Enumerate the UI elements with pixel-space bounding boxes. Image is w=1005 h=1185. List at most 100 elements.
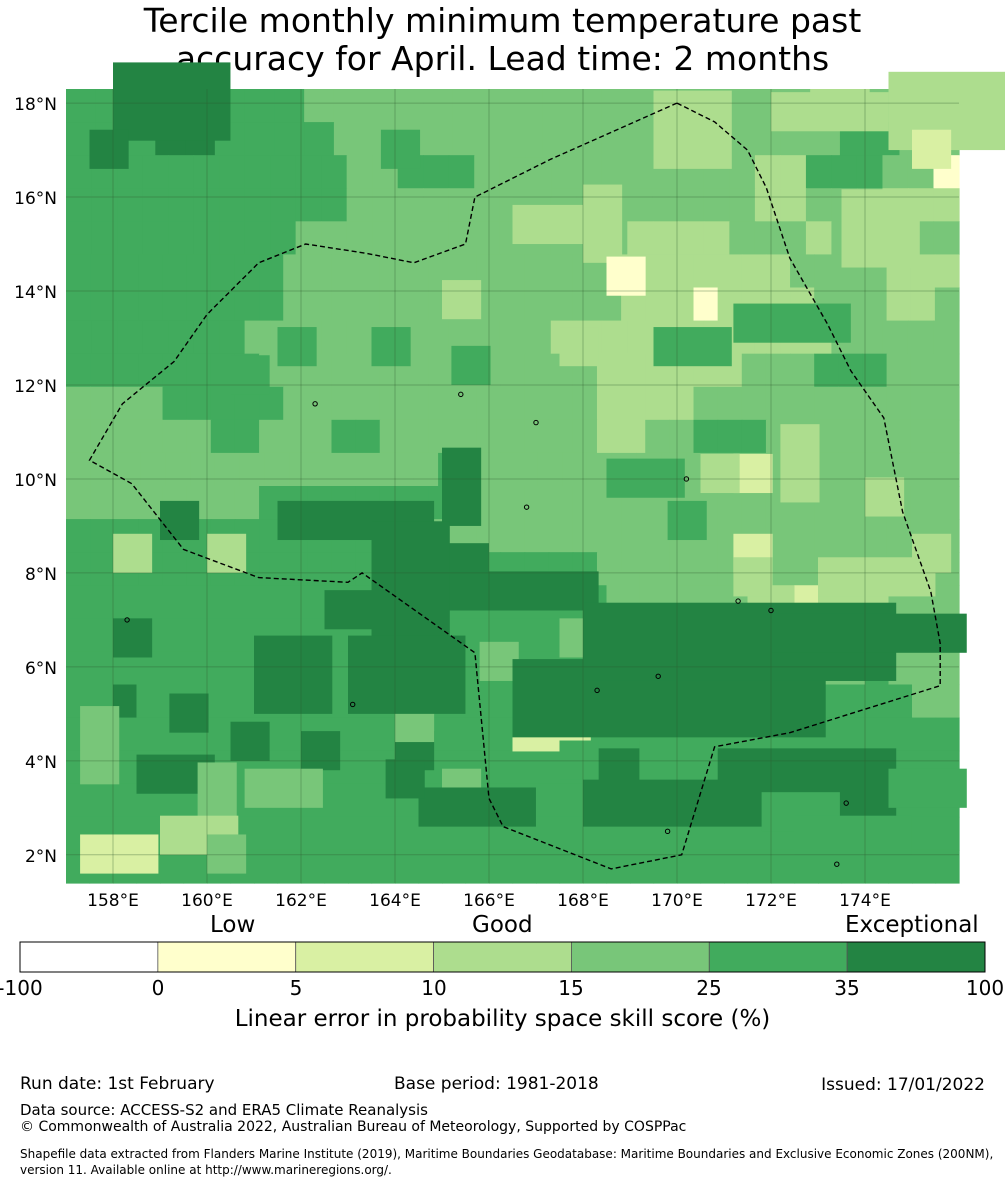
latitude-labels: 18°N 16°N 14°N 12°N 10°N 8°N 6°N 4°N 2°N: [14, 95, 57, 867]
skill-cell: [814, 254, 839, 289]
skill-cell: [90, 386, 115, 421]
skill-cell: [627, 221, 654, 256]
skill-cell: [66, 419, 91, 454]
skill-cell: [162, 287, 188, 322]
colorbar-tick: 15: [558, 976, 584, 1000]
skill-cell: [295, 188, 322, 222]
skill-cell: [448, 221, 475, 256]
skill-cell: [562, 452, 588, 487]
skill-cell: [234, 486, 260, 520]
skill-cell: [295, 155, 322, 189]
skill-cell: [230, 684, 255, 719]
skill-cell: [482, 122, 514, 156]
skill-cell: [183, 651, 208, 686]
skill-cell: [219, 221, 246, 256]
skill-cell: [934, 386, 960, 421]
skill-cell: [136, 717, 161, 752]
skill-cell: [371, 327, 411, 367]
skill-cell: [856, 155, 884, 189]
skill-cell: [66, 651, 91, 686]
longitude-label: 164°E: [369, 891, 421, 911]
skill-cell: [933, 188, 960, 222]
skill-cell: [733, 557, 773, 597]
skill-cell: [465, 717, 490, 752]
skill-cell: [379, 386, 405, 421]
skill-grid: [66, 62, 1005, 884]
skill-cell: [142, 188, 169, 222]
skill-cell: [423, 122, 454, 156]
skill-cell: [80, 834, 159, 874]
skill-cell: [476, 386, 502, 421]
skill-cell: [395, 849, 420, 884]
skill-cell: [442, 447, 482, 526]
shapefile-credit-line-2: version 11. Available online at http://w…: [20, 1163, 392, 1177]
skill-cell: [397, 221, 424, 256]
skill-cell: [499, 320, 526, 355]
skill-cell: [117, 188, 144, 222]
skill-cell: [277, 327, 317, 367]
skill-cell: [733, 453, 773, 494]
latitude-label: 18°N: [14, 95, 57, 115]
skill-cell: [270, 188, 297, 222]
skill-cell: [780, 221, 807, 256]
skill-cell: [572, 419, 598, 454]
skill-cell: [113, 783, 138, 818]
skill-cell: [886, 287, 912, 322]
skill-cell: [283, 287, 308, 322]
skill-cell: [80, 706, 120, 785]
colorbar-category-exceptional: Exceptional: [845, 912, 979, 938]
skill-cell: [142, 221, 169, 256]
island-outline: [655, 673, 661, 679]
skill-cell: [933, 221, 960, 256]
skill-cell: [355, 254, 381, 289]
skill-cell: [219, 320, 246, 355]
skill-cell: [91, 188, 118, 222]
skill-cell: [114, 386, 140, 421]
skill-cell: [693, 419, 719, 454]
skill-cell: [935, 717, 960, 752]
longitude-labels: 158°E 160°E 162°E 164°E 166°E 168°E 170°E 172°E…: [87, 891, 891, 911]
skill-cell: [283, 386, 308, 421]
skill-cell: [645, 519, 670, 553]
skill-cell: [89, 129, 129, 169]
skill-cell: [244, 122, 275, 156]
skill-cell: [912, 849, 937, 884]
skill-cell: [186, 287, 212, 322]
skill-cell: [372, 188, 399, 222]
colorbar-tick: 35: [834, 976, 860, 1000]
skill-cell: [729, 188, 756, 222]
skill-cell: [138, 353, 164, 388]
skill-cell: [371, 849, 396, 884]
skill-cell: [183, 849, 208, 884]
skill-cell: [210, 486, 236, 520]
island-outlines: [124, 391, 849, 867]
skill-cell: [912, 717, 937, 752]
skill-cell: [645, 287, 670, 322]
skill-cell: [168, 188, 195, 222]
skill-cell: [814, 519, 839, 553]
skill-cell: [254, 849, 279, 884]
skill-cell: [934, 287, 960, 322]
skill-cell: [169, 693, 209, 733]
skill-cell: [379, 287, 405, 322]
skill-cell: [66, 320, 93, 355]
skill-cell: [264, 452, 290, 487]
skill-cell: [393, 89, 424, 123]
skill-cell: [888, 684, 913, 719]
skill-cell: [537, 452, 563, 487]
skill-cell: [700, 453, 740, 494]
skill-cell: [331, 254, 357, 289]
longitude-label: 162°E: [275, 891, 327, 911]
skill-cell: [324, 849, 349, 884]
skill-cell: [371, 816, 396, 851]
skill-cell: [814, 386, 839, 421]
skill-cell: [355, 287, 381, 322]
island-outline: [124, 617, 130, 623]
skill-cell: [91, 221, 118, 256]
skill-cell: [333, 89, 365, 123]
skill-cell: [403, 254, 429, 289]
skill-cell: [183, 618, 208, 653]
skill-cell: [653, 90, 732, 169]
skill-cell: [596, 419, 622, 454]
skill-cell: [355, 419, 381, 454]
